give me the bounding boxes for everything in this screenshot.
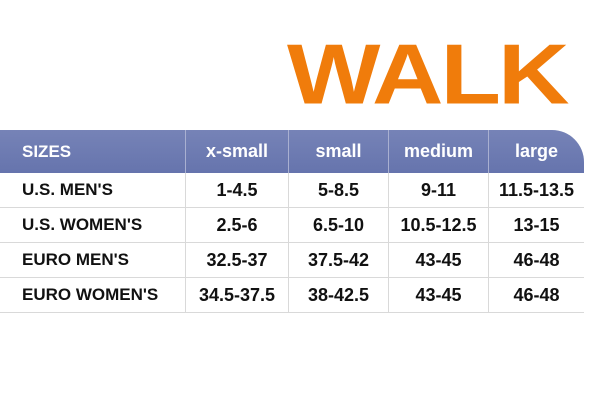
table-cell: 9-11 bbox=[389, 173, 489, 207]
row-label: EURO MEN'S bbox=[0, 243, 186, 277]
header-large: large bbox=[514, 141, 559, 161]
table-cell: 43-45 bbox=[389, 243, 489, 277]
table-cell: 34.5-37.5 bbox=[186, 278, 289, 312]
header-sizes: SIZES bbox=[0, 130, 186, 173]
table-cell: 37.5-42 bbox=[289, 243, 389, 277]
walk-brand-title: WALK bbox=[287, 25, 569, 122]
table-row: U.S. WOMEN'S 2.5-6 6.5-10 10.5-12.5 13-1… bbox=[0, 208, 584, 243]
row-label: U.S. MEN'S bbox=[0, 173, 186, 207]
header-medium: medium bbox=[389, 130, 489, 173]
table-cell: 13-15 bbox=[513, 214, 560, 235]
table-header-row: SIZES x-small small medium large bbox=[0, 130, 584, 173]
table-cell: 11.5-13.5 bbox=[498, 179, 575, 200]
size-chart-table: SIZES x-small small medium large U.S. ME… bbox=[0, 130, 584, 313]
table-cell: 46-48 bbox=[513, 284, 560, 305]
row-label: U.S. WOMEN'S bbox=[0, 208, 186, 242]
table-cell: 46-48 bbox=[513, 249, 560, 270]
table-cell: 1-4.5 bbox=[186, 173, 289, 207]
table-cell: 10.5-12.5 bbox=[389, 208, 489, 242]
table-cell: 6.5-10 bbox=[289, 208, 389, 242]
header-small: small bbox=[289, 130, 389, 173]
table-cell: 2.5-6 bbox=[186, 208, 289, 242]
table-cell: 5-8.5 bbox=[289, 173, 389, 207]
header-x-small: x-small bbox=[186, 130, 289, 173]
table-cell: 43-45 bbox=[389, 278, 489, 312]
table-row: U.S. MEN'S 1-4.5 5-8.5 9-11 11.5-13.5 bbox=[0, 173, 584, 208]
table-row: EURO MEN'S 32.5-37 37.5-42 43-45 46-48 bbox=[0, 243, 584, 278]
table-cell: 38-42.5 bbox=[289, 278, 389, 312]
row-label: EURO WOMEN'S bbox=[0, 278, 186, 312]
table-cell: 32.5-37 bbox=[186, 243, 289, 277]
table-row: EURO WOMEN'S 34.5-37.5 38-42.5 43-45 46-… bbox=[0, 278, 584, 313]
